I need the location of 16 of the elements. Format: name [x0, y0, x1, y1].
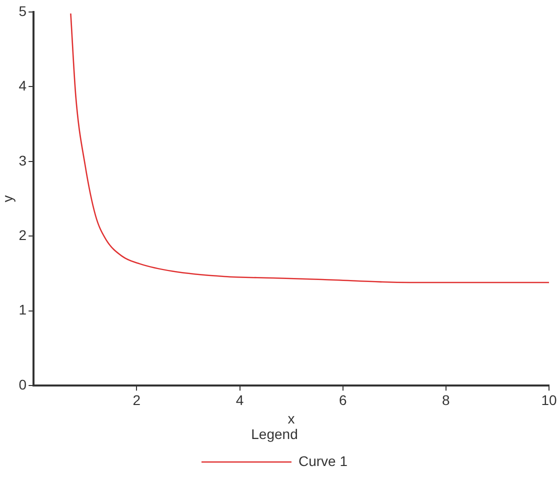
text: Curve 1 [298, 452, 348, 469]
y-tick-label: 1 [18, 302, 27, 318]
y-tick-label: 3 [18, 152, 27, 168]
y-tick-label: 2 [18, 227, 27, 244]
line-series [70, 12, 549, 284]
y-tick-label: 4 [18, 78, 27, 94]
x-tick-label: 10 [541, 392, 557, 408]
legend-title: Legend [251, 426, 298, 442]
x-tick-label: 8 [442, 392, 450, 408]
y-axis-title: y [0, 195, 16, 202]
y-tick-label: 5 [18, 2, 27, 19]
x-tick-label: 2 [132, 392, 141, 408]
x-tick-label: 4 [236, 392, 244, 408]
y-tick-label: 0 [18, 376, 27, 392]
x-tick-label: 6 [338, 392, 347, 408]
x-axis-title: x [288, 410, 295, 427]
